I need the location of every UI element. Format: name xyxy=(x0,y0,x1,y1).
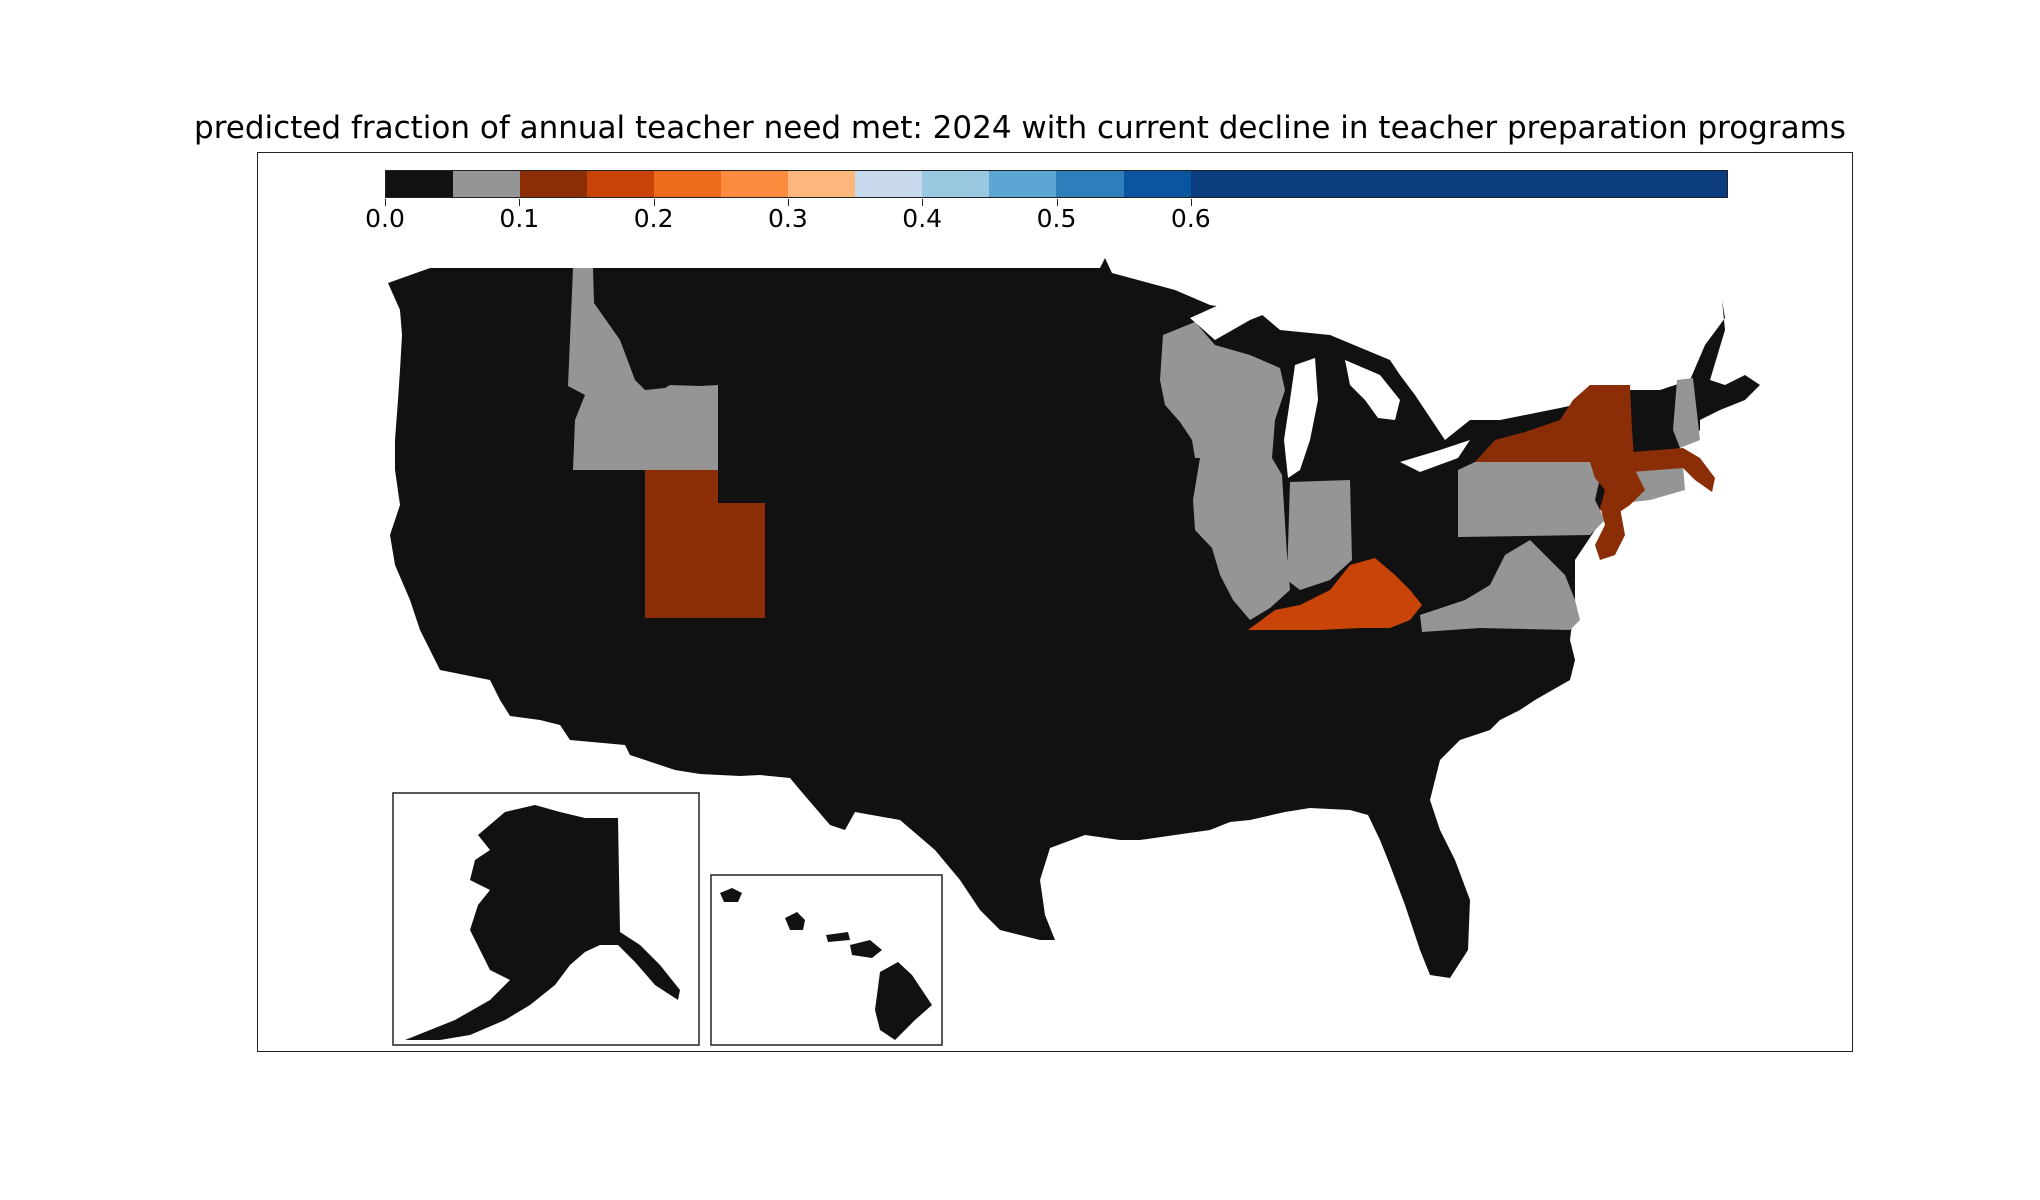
lake-huron xyxy=(1345,360,1400,420)
state-indiana xyxy=(1287,480,1352,590)
state-idaho xyxy=(568,268,718,470)
colorbar-bin xyxy=(520,171,588,197)
state-new-york xyxy=(1475,385,1645,515)
hawaii-molokai-maui xyxy=(826,932,882,958)
colorbar-tick-label: 0.5 xyxy=(1036,204,1077,233)
colorbar-tick-label: 0.4 xyxy=(902,204,943,233)
colorbar-bin xyxy=(989,171,1057,197)
alaska-inset-frame xyxy=(392,792,700,1046)
colorbar xyxy=(385,170,1728,198)
colorbar-bin xyxy=(453,171,521,197)
state-wisconsin xyxy=(1160,322,1285,458)
state-connecticut-rhode-island xyxy=(1632,465,1685,502)
colorbar-tick-label: 0.1 xyxy=(499,204,540,233)
hawaii-inset-frame xyxy=(710,874,943,1046)
colorbar-tick xyxy=(653,199,655,206)
colorbar-tick xyxy=(1190,199,1192,206)
hawaii-oahu xyxy=(785,912,805,930)
colorbar-tick xyxy=(1056,199,1058,206)
state-new-jersey xyxy=(1595,505,1625,560)
colorbar-bin xyxy=(1123,171,1191,197)
state-massachusetts xyxy=(1632,448,1715,492)
colorbar-bin xyxy=(1056,171,1124,197)
state-illinois xyxy=(1193,458,1290,620)
colorbar-bin xyxy=(788,171,856,197)
colorbar-bin xyxy=(855,171,923,197)
colorbar-tick-label: 0.3 xyxy=(768,204,808,233)
colorbar-bin xyxy=(654,171,722,197)
colorbar-tick-label: 0.2 xyxy=(633,204,674,233)
lake-michigan xyxy=(1284,358,1318,478)
hawaii-kauai xyxy=(720,888,742,902)
hawaii-big-island xyxy=(875,962,932,1040)
colorbar-tick xyxy=(385,199,386,206)
colorbar-bin xyxy=(386,171,454,197)
state-pennsylvania xyxy=(1458,462,1605,537)
colorbar-bin xyxy=(587,171,655,197)
colorbar-bin xyxy=(922,171,990,197)
map-frame xyxy=(257,152,1853,1052)
colorbar-tick-label: 0.0 xyxy=(365,204,405,233)
colorbar-tick xyxy=(787,199,789,206)
colorbar-bin xyxy=(721,171,789,197)
colorbar-tick-label: 0.6 xyxy=(1170,204,1211,233)
state-virginia xyxy=(1420,540,1580,632)
lake-erie xyxy=(1400,440,1470,472)
state-kentucky xyxy=(1248,558,1422,630)
colorbar-bin xyxy=(1190,171,1727,197)
map-title: predicted fraction of annual teacher nee… xyxy=(194,110,1846,146)
contiguous-us xyxy=(388,258,1760,978)
state-alaska xyxy=(405,805,680,1040)
state-utah xyxy=(645,470,765,618)
state-new-hampshire xyxy=(1673,378,1700,448)
colorbar-tick xyxy=(519,199,521,206)
lake-superior xyxy=(1190,292,1300,340)
colorbar-tick xyxy=(922,199,924,206)
